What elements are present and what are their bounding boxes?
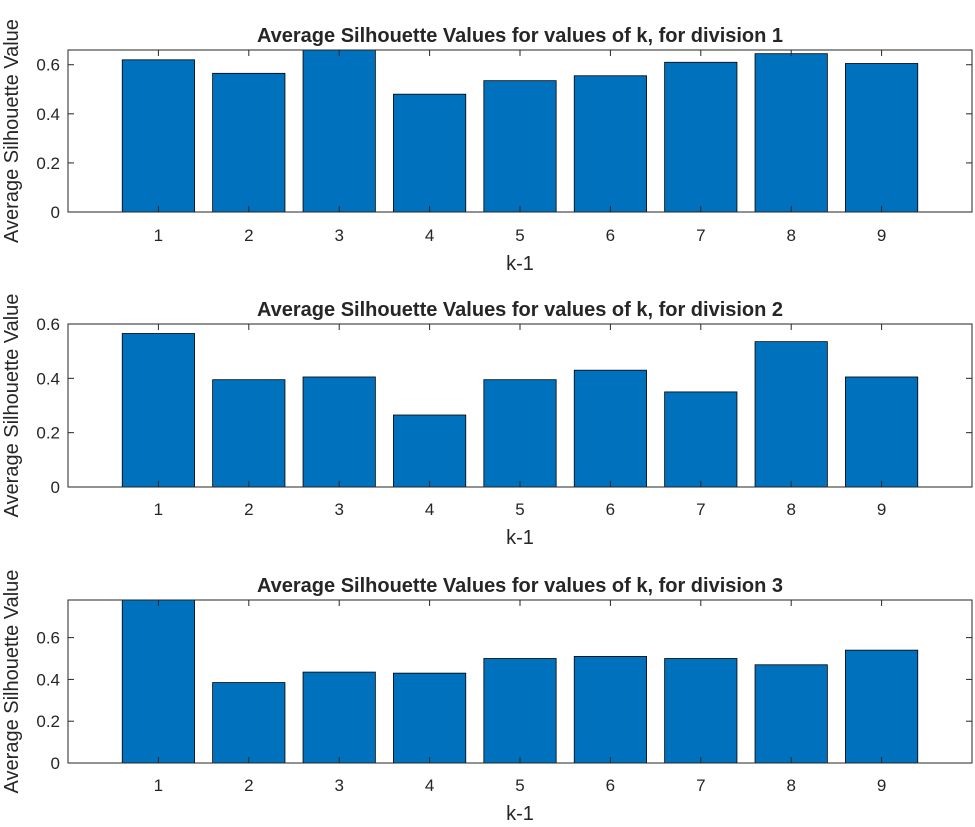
bars [121, 600, 919, 763]
bar-6 [573, 369, 647, 487]
bar-5 [483, 80, 557, 212]
x-tick-label: 8 [786, 226, 795, 245]
chart-title: Average Silhouette Values for values of … [257, 299, 783, 321]
x-tick-label: 6 [606, 500, 615, 519]
bar-7 [664, 658, 738, 763]
bar-3 [302, 376, 376, 487]
y-tick-label: 0.6 [36, 315, 60, 334]
bar-1 [121, 59, 195, 212]
x-tick-label: 5 [515, 776, 524, 795]
bar-4 [393, 672, 467, 763]
bar-8 [754, 341, 828, 487]
y-tick-label: 0.6 [36, 56, 60, 75]
x-tick-label: 1 [154, 226, 163, 245]
bar-6 [573, 656, 647, 763]
bar-1 [121, 333, 195, 487]
x-tick-label: 1 [154, 776, 163, 795]
x-axis-label: k-1 [506, 803, 534, 822]
x-tick-label: 9 [877, 226, 886, 245]
bar-7 [664, 391, 738, 487]
bar-8 [754, 53, 828, 212]
y-tick-label: 0 [51, 754, 60, 773]
chart-panel-2: 1 2 3 4 5 6 7 8 9 0 0.2 0.4 0.6 Average Silhouette Va… [1, 294, 973, 549]
y-tick-label: 0.2 [36, 154, 60, 173]
bar-3 [302, 671, 376, 763]
y-axis-label: Average Silhouette Value [1, 570, 23, 794]
x-tick-label: 4 [425, 500, 434, 519]
x-tick-label: 6 [606, 226, 615, 245]
x-axis-label: k-1 [506, 253, 534, 275]
bar-5 [483, 658, 557, 763]
x-tick-label: 2 [244, 226, 253, 245]
bar-2 [212, 682, 286, 763]
bars [121, 333, 919, 487]
y-tick-label: 0.2 [36, 424, 60, 443]
x-axis-label: k-1 [506, 527, 534, 549]
bar-9 [845, 63, 919, 212]
y-tick-label: 0.4 [36, 105, 60, 124]
bar-6 [573, 75, 647, 212]
chart-title: Average Silhouette Values for values of … [257, 25, 783, 47]
bar-4 [393, 93, 467, 212]
x-tick-label: 1 [154, 500, 163, 519]
x-tick-label: 8 [786, 776, 795, 795]
x-tick-label: 4 [425, 776, 434, 795]
y-axis-label: Average Silhouette Value [1, 294, 23, 518]
chart-panel-3: 1 2 3 4 5 6 7 8 9 0 0.2 0.4 0.6 Average Silhouette Va… [1, 570, 973, 825]
y-tick-label: 0.4 [36, 670, 60, 689]
bar-3 [302, 50, 376, 212]
y-tick-label: 0.4 [36, 369, 60, 388]
x-tick-label: 7 [696, 500, 705, 519]
x-tick-label: 7 [696, 226, 705, 245]
chart-title: Average Silhouette Values for values of … [257, 575, 783, 597]
y-tick-label: 0 [51, 203, 60, 222]
chart-panel-1: 1 2 3 4 5 6 7 8 9 0 0.2 0.4 0.6 Average Silhouette Va… [1, 19, 973, 275]
x-tick-label: 6 [606, 776, 615, 795]
x-tick-label: 3 [334, 500, 343, 519]
y-tick-label: 0 [51, 478, 60, 497]
x-tick-label: 5 [515, 500, 524, 519]
x-tick-label: 8 [786, 500, 795, 519]
x-tick-label: 2 [244, 776, 253, 795]
bar-7 [664, 61, 738, 212]
bars [121, 50, 919, 212]
bar-2 [212, 72, 286, 212]
x-tick-label: 2 [244, 500, 253, 519]
x-tick-label: 9 [877, 776, 886, 795]
bar-9 [845, 649, 919, 763]
bar-8 [754, 664, 828, 763]
y-axis-label: Average Silhouette Value [1, 19, 23, 243]
bar-4 [393, 414, 467, 487]
x-tick-label: 9 [877, 500, 886, 519]
y-tick-label: 0.6 [36, 629, 60, 648]
bar-9 [845, 376, 919, 487]
x-tick-label: 3 [334, 226, 343, 245]
y-tick-label: 0.2 [36, 712, 60, 731]
bar-1 [121, 600, 195, 763]
bar-5 [483, 379, 557, 487]
bar-2 [212, 379, 286, 487]
x-tick-label: 3 [334, 776, 343, 795]
x-tick-label: 5 [515, 226, 524, 245]
x-tick-label: 4 [425, 226, 434, 245]
x-tick-label: 7 [696, 776, 705, 795]
